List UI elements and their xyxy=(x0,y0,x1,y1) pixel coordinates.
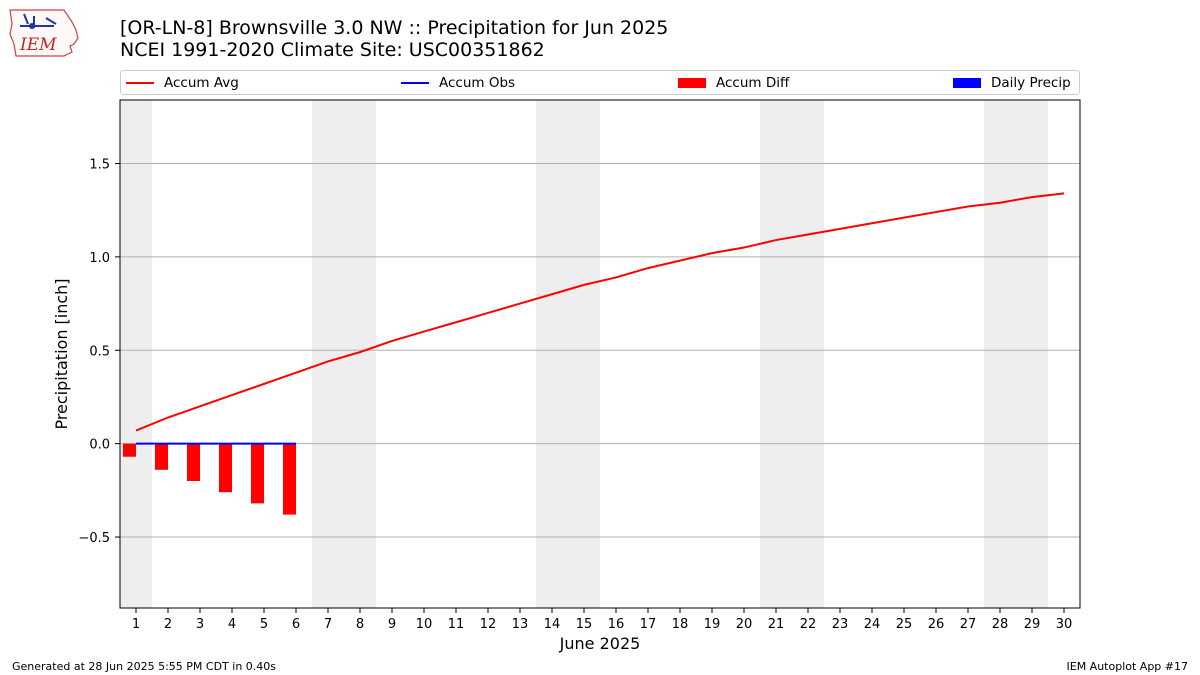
x-tick-label: 26 xyxy=(928,617,945,632)
x-tick-label: 14 xyxy=(544,617,561,632)
legend-swatch xyxy=(126,81,154,84)
x-tick-label: 7 xyxy=(324,617,332,632)
x-tick-label: 1 xyxy=(132,617,140,632)
x-tick-label: 12 xyxy=(480,617,497,632)
x-tick-label: 6 xyxy=(292,617,300,632)
legend-swatch xyxy=(953,77,981,88)
legend-item-accum-diff: Accum Diff xyxy=(678,71,789,94)
x-tick-label: 11 xyxy=(448,617,465,632)
weekend-shade xyxy=(984,100,1048,608)
chart-title: [OR-LN-8] Brownsville 3.0 NW :: Precipit… xyxy=(120,17,669,39)
x-tick-label: 22 xyxy=(800,617,817,632)
accum-diff-bar xyxy=(219,443,232,493)
footer-app-id: IEM Autoplot App #17 xyxy=(1066,660,1189,673)
legend-label: Daily Precip xyxy=(991,74,1071,91)
x-axis-label: June 2025 xyxy=(559,634,641,653)
x-tick-label: 27 xyxy=(960,617,977,632)
legend-item-accum-obs: Accum Obs xyxy=(401,71,515,94)
accum-diff-bar xyxy=(155,443,168,470)
x-tick-label: 21 xyxy=(768,617,785,632)
x-tick-label: 15 xyxy=(576,617,593,632)
legend-label: Accum Diff xyxy=(716,74,790,91)
x-tick-label: 25 xyxy=(896,617,913,632)
x-tick-label: 5 xyxy=(260,617,268,632)
x-tick-label: 10 xyxy=(416,617,433,632)
legend-swatch xyxy=(401,81,429,84)
accum-diff-bar xyxy=(187,443,200,481)
x-tick-label: 16 xyxy=(608,617,625,632)
y-tick-label: 0.0 xyxy=(89,438,110,453)
accum-diff-bar xyxy=(123,443,136,457)
y-tick-label: −0.5 xyxy=(78,531,110,546)
svg-text:IEM: IEM xyxy=(19,35,57,55)
accum-diff-bar xyxy=(283,443,296,515)
x-tick-label: 29 xyxy=(1024,617,1041,632)
x-tick-label: 24 xyxy=(864,617,881,632)
x-tick-label: 3 xyxy=(196,617,204,632)
weekend-shade xyxy=(760,100,824,608)
y-axis-label: Precipitation [inch] xyxy=(52,278,71,429)
weekend-shade xyxy=(312,100,376,608)
footer-generated: Generated at 28 Jun 2025 5:55 PM CDT in … xyxy=(12,660,277,673)
x-tick-label: 19 xyxy=(704,617,721,632)
accum-avg-line xyxy=(135,192,1065,432)
x-tick-label: 4 xyxy=(228,617,236,632)
legend-label: Accum Avg xyxy=(164,74,239,91)
legend-label: Accum Obs xyxy=(439,74,516,91)
weather-station-icon xyxy=(20,13,57,28)
plot-frame xyxy=(119,99,1081,609)
x-tick-label: 28 xyxy=(992,617,1009,632)
x-tick-label: 9 xyxy=(388,617,396,632)
y-tick-label: 1.0 xyxy=(89,251,110,266)
x-tick-label: 30 xyxy=(1056,617,1073,632)
legend: Accum Avg Accum Obs Accum Diff Daily Pre… xyxy=(120,70,1080,95)
y-tick-label: 0.5 xyxy=(89,344,110,359)
x-tick-label: 8 xyxy=(356,617,364,632)
weekend-shade xyxy=(120,100,152,608)
x-tick-label: 23 xyxy=(832,617,849,632)
legend-swatch xyxy=(678,77,706,88)
x-tick-label: 20 xyxy=(736,617,753,632)
x-tick-label: 17 xyxy=(640,617,657,632)
legend-item-daily-precip: Daily Precip xyxy=(953,71,1071,94)
weekend-shade xyxy=(536,100,600,608)
x-tick-label: 13 xyxy=(512,617,529,632)
iem-logo: IEM xyxy=(9,9,79,57)
legend-item-accum-avg: Accum Avg xyxy=(126,71,239,94)
y-tick-label: 1.5 xyxy=(89,158,110,173)
chart-subtitle: NCEI 1991-2020 Climate Site: USC00351862 xyxy=(120,39,545,61)
x-tick-label: 2 xyxy=(164,617,172,632)
accum-diff-bar xyxy=(251,443,264,504)
x-tick-label: 18 xyxy=(672,617,689,632)
